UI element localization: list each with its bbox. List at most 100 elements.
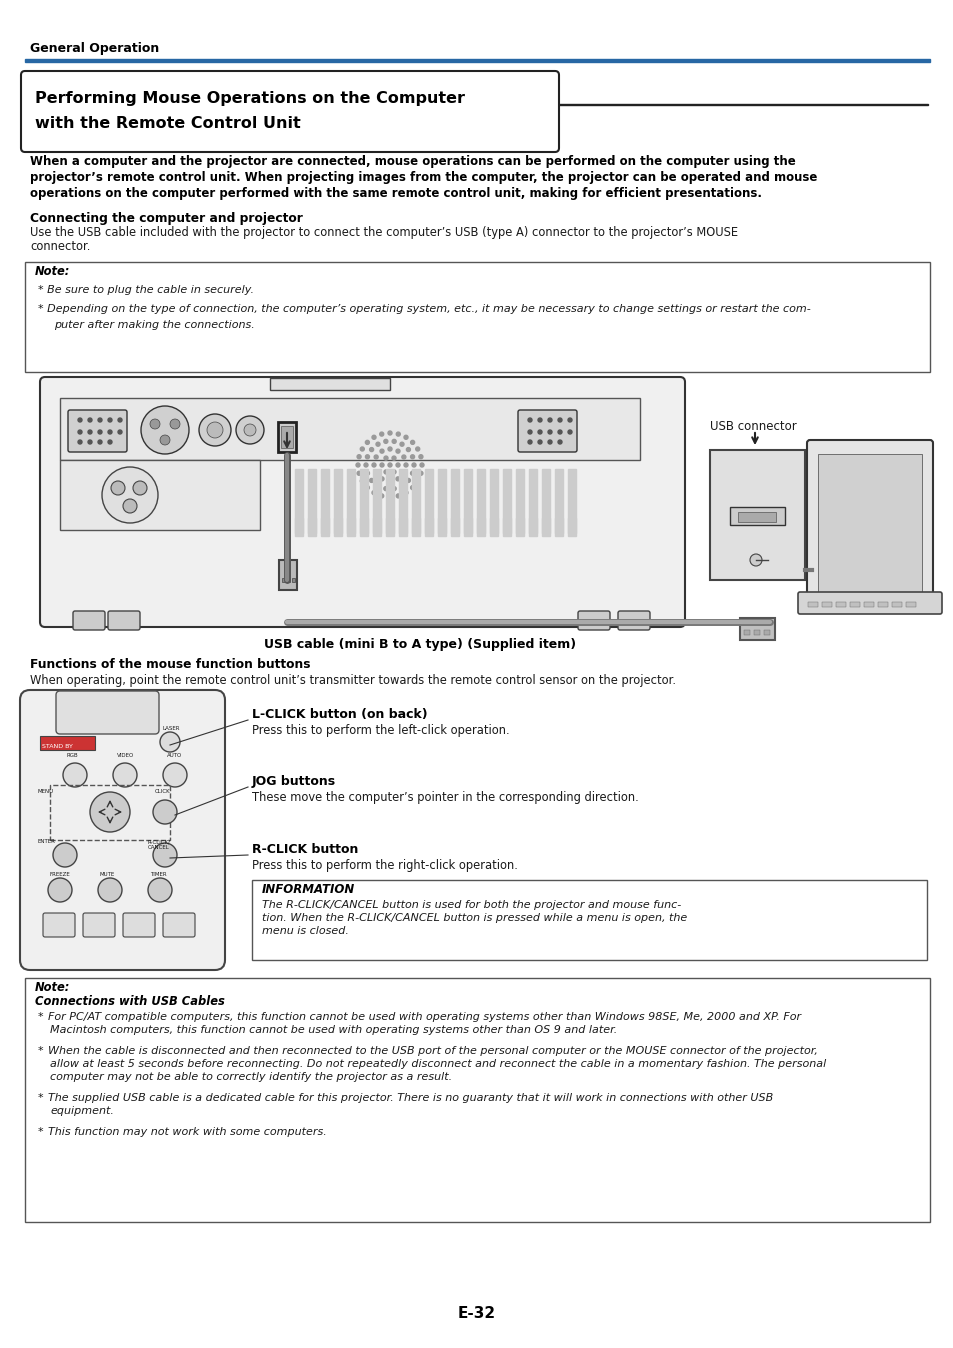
Text: ENTER: ENTER: [38, 838, 56, 844]
Text: The supplied USB cable is a dedicated cable for this projector. There is no guar: The supplied USB cable is a dedicated ca…: [48, 1093, 773, 1103]
Bar: [278, 559, 296, 590]
Text: When the cable is disconnected and then reconnected to the USB port of the perso: When the cable is disconnected and then …: [48, 1046, 817, 1055]
Circle shape: [360, 448, 364, 452]
Circle shape: [401, 456, 405, 460]
Bar: [877, 603, 887, 607]
Circle shape: [392, 487, 395, 491]
Bar: [359, 469, 368, 532]
Circle shape: [403, 491, 408, 495]
Text: Note:: Note:: [35, 981, 71, 993]
Text: menu is closed.: menu is closed.: [262, 926, 349, 936]
Text: with the Remote Control Unit: with the Remote Control Unit: [35, 116, 300, 131]
Circle shape: [374, 470, 377, 474]
Text: Press this to perform the left-click operation.: Press this to perform the left-click ope…: [252, 724, 509, 737]
Text: *: *: [38, 1046, 44, 1055]
Bar: [541, 469, 550, 532]
Circle shape: [392, 470, 395, 474]
FancyBboxPatch shape: [68, 410, 127, 452]
Bar: [567, 518, 576, 537]
Circle shape: [112, 763, 137, 787]
Bar: [347, 518, 355, 537]
Text: These move the computer’s pointer in the corresponding direction.: These move the computer’s pointer in the…: [252, 791, 639, 803]
Text: puter after making the connections.: puter after making the connections.: [54, 319, 254, 330]
Bar: [398, 518, 407, 537]
Text: allow at least 5 seconds before reconnecting. Do not repeatedly disconnect and r: allow at least 5 seconds before reconnec…: [50, 1060, 825, 1069]
FancyBboxPatch shape: [83, 913, 115, 937]
Text: STAND BY: STAND BY: [42, 744, 72, 749]
Bar: [373, 518, 380, 537]
Circle shape: [207, 422, 223, 438]
Circle shape: [537, 430, 541, 434]
FancyBboxPatch shape: [21, 71, 558, 152]
Circle shape: [375, 484, 379, 488]
Text: *: *: [38, 1012, 44, 1022]
Text: computer may not be able to correctly identify the projector as a result.: computer may not be able to correctly id…: [50, 1072, 452, 1082]
Text: * Be sure to plug the cable in securely.: * Be sure to plug the cable in securely.: [38, 284, 253, 295]
Bar: [424, 469, 433, 532]
Circle shape: [108, 439, 112, 443]
Circle shape: [558, 430, 561, 434]
Circle shape: [364, 462, 368, 466]
Bar: [347, 469, 355, 532]
Bar: [763, 630, 769, 635]
Circle shape: [372, 462, 375, 466]
Circle shape: [360, 479, 364, 483]
Bar: [398, 469, 407, 532]
Text: RGB: RGB: [67, 754, 78, 758]
Circle shape: [102, 466, 158, 523]
Circle shape: [152, 842, 177, 867]
Bar: [50, 785, 170, 840]
Bar: [386, 469, 394, 532]
Text: For PC/AT compatible computers, this function cannot be used with operating syst: For PC/AT compatible computers, this fun…: [48, 1012, 801, 1022]
Bar: [463, 518, 472, 537]
Circle shape: [132, 481, 147, 495]
Bar: [502, 469, 511, 532]
Bar: [807, 603, 817, 607]
Circle shape: [383, 487, 388, 491]
FancyBboxPatch shape: [108, 611, 140, 630]
Bar: [424, 518, 433, 537]
Circle shape: [108, 430, 112, 434]
Bar: [294, 518, 303, 537]
Bar: [476, 469, 484, 532]
Text: Note:: Note:: [35, 266, 71, 278]
Bar: [567, 469, 576, 532]
Circle shape: [527, 418, 532, 422]
Text: R-CLICK/: R-CLICK/: [148, 838, 171, 844]
Circle shape: [395, 433, 400, 437]
Bar: [516, 469, 523, 532]
Circle shape: [78, 430, 82, 434]
Circle shape: [111, 481, 125, 495]
Bar: [555, 469, 562, 532]
Bar: [386, 518, 394, 537]
Text: JOG buttons: JOG buttons: [252, 775, 335, 789]
Bar: [729, 507, 784, 524]
Circle shape: [369, 479, 374, 483]
Circle shape: [374, 456, 377, 460]
Text: This function may not work with some computers.: This function may not work with some com…: [48, 1127, 327, 1136]
Circle shape: [78, 418, 82, 422]
Circle shape: [98, 439, 102, 443]
Bar: [516, 518, 523, 537]
Text: FREEZE: FREEZE: [50, 872, 71, 878]
Text: R-CLICK button: R-CLICK button: [252, 842, 358, 856]
Text: INFORMATION: INFORMATION: [262, 883, 355, 896]
Circle shape: [98, 878, 122, 902]
Circle shape: [369, 448, 374, 452]
Circle shape: [558, 418, 561, 422]
Text: LASER: LASER: [163, 727, 180, 731]
Circle shape: [63, 763, 87, 787]
Bar: [308, 518, 315, 537]
Text: equipment.: equipment.: [50, 1105, 113, 1116]
Circle shape: [537, 439, 541, 443]
FancyBboxPatch shape: [797, 592, 941, 613]
Bar: [490, 469, 497, 532]
Text: USB cable (mini B to A type) (Supplied item): USB cable (mini B to A type) (Supplied i…: [264, 638, 576, 651]
Circle shape: [418, 472, 422, 476]
Bar: [753, 630, 760, 635]
Bar: [529, 518, 537, 537]
Text: L-CLICK button (on back): L-CLICK button (on back): [252, 708, 427, 721]
Circle shape: [379, 449, 384, 453]
Bar: [555, 518, 562, 537]
Text: MUTE: MUTE: [100, 872, 115, 878]
